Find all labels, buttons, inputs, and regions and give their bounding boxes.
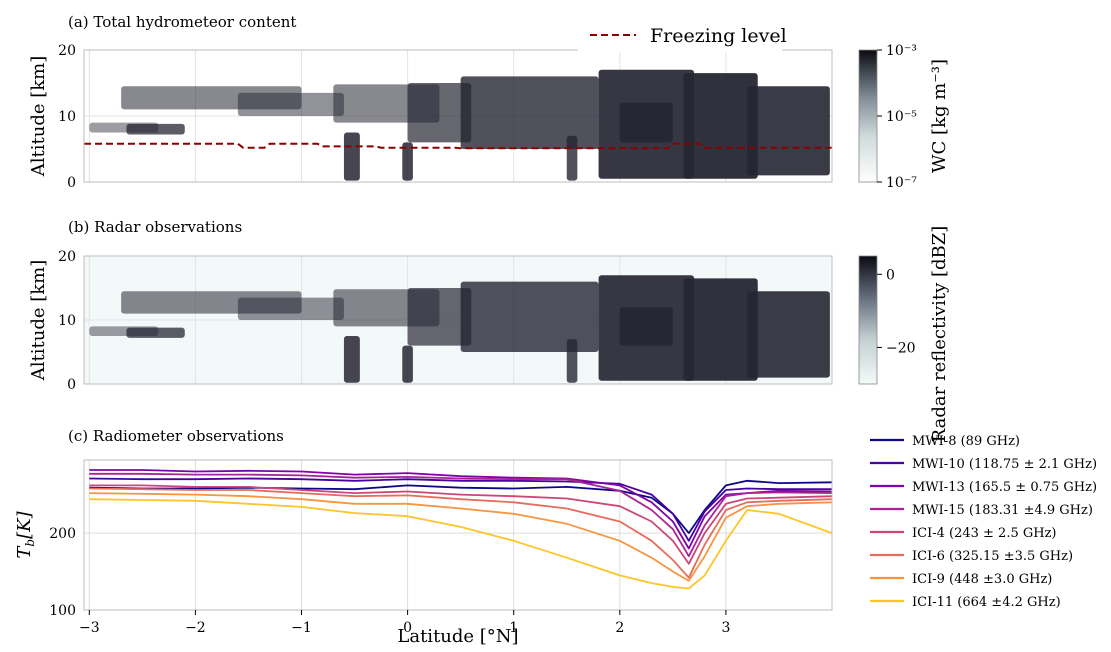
panel-b-cloud-cell	[747, 291, 830, 378]
wc-colorbar-ticks: 10⁻⁷ 10⁻⁵ 10⁻³	[877, 43, 917, 191]
freezing-legend-label: Freezing level	[650, 25, 787, 47]
radar-colorbar-ticks: −20 0	[877, 267, 916, 356]
legend-label-7: ICI-9 (448 ±3.0 GHz)	[912, 572, 1052, 587]
panel-b-cloud-cell	[619, 307, 673, 346]
panel-b-y-tick-label: 0	[67, 377, 76, 393]
panel-b-cloud-cell	[402, 345, 413, 383]
panel-b-cloud-cell	[683, 278, 758, 381]
panel-b-y-tick-label: 20	[58, 249, 76, 265]
panel-b-cloud-cell	[237, 297, 344, 320]
panel-a: 0 10 20 Altitude [km]	[28, 43, 833, 191]
panel-c-x-tick-label: 0	[403, 620, 412, 636]
wc-colorbar-tick-label: 10⁻⁵	[886, 109, 917, 125]
legend-label-8: ICI-11 (664 ±4.2 GHz)	[912, 595, 1061, 610]
series-legend: MWI-8 (89 GHz) MWI-10 (118.75 ± 2.1 GHz) M…	[870, 434, 1097, 610]
radar-colorbar: −20 0 Radar reflectivity [dBZ]	[858, 226, 950, 443]
panel-a-y-ticks: 0 10 20	[58, 43, 76, 191]
panel-b-frame	[83, 255, 833, 385]
wc-colorbar: 10⁻⁷ 10⁻⁵ 10⁻³ WC [kg m⁻³]	[858, 43, 950, 191]
legend-label-2: MWI-10 (118.75 ± 2.1 GHz)	[912, 457, 1097, 472]
panel-b-reflectivity-field	[89, 275, 830, 383]
panel-c-y-tick-label: 200	[49, 526, 76, 542]
series-line-4	[89, 472, 833, 558]
radar-colorbar-gradient	[858, 255, 878, 385]
panel-c-x-tick-label: 3	[721, 620, 730, 636]
panel-b-y-ticks: 0 10 20	[58, 249, 76, 393]
panel-a-cloud-cell	[126, 123, 185, 135]
panel-c-x-tick-label: 1	[509, 620, 518, 636]
panel-c-series	[89, 469, 833, 590]
x-axis-label: Latitude [°N]	[397, 626, 518, 647]
panel-b-cloud-cell	[126, 327, 185, 338]
panel-b-y-tick-label: 10	[58, 313, 76, 329]
panel-a-cloud-cell	[407, 83, 472, 143]
tb-symbol: T	[14, 545, 35, 559]
panel-c-x-tick-label: −3	[79, 620, 100, 636]
radar-colorbar-label: Radar reflectivity [dBZ]	[929, 226, 950, 443]
panel-b-cloud-cell	[566, 339, 578, 383]
panel-c: 100 200 −3 −2 −1 0 1 2 3 Tb[K] Latitude [°N]	[14, 459, 833, 647]
tb-unit: [K]	[14, 510, 35, 538]
legend-label-3: MWI-13 (165.5 ± 0.75 GHz)	[912, 480, 1097, 495]
panel-a-cloud-cell	[237, 92, 344, 116]
series-line-5	[89, 484, 833, 565]
panel-a-cloud-cell	[343, 132, 360, 181]
panel-c-x-tick-label: −1	[291, 620, 312, 636]
radar-colorbar-tick-label: 0	[886, 267, 895, 283]
panel-b-cloud-cell	[407, 288, 472, 346]
legend-label-6: ICI-6 (325.15 ±3.5 GHz)	[912, 549, 1073, 564]
panel-a-y-tick-label: 10	[58, 109, 76, 125]
wc-colorbar-tick-label: 10⁻⁷	[886, 175, 917, 191]
panel-c-frame	[83, 459, 833, 611]
series-line-8	[89, 498, 833, 590]
panel-a-hydrometeor-field	[89, 69, 830, 181]
series-line-2	[89, 477, 832, 542]
panel-a-y-tick-label: 20	[58, 43, 76, 59]
wc-colorbar-tick-label: 10⁻³	[886, 43, 917, 59]
series-line-6	[89, 487, 833, 579]
panel-c-y-ticks: 100 200	[49, 526, 76, 619]
legend-label-4: MWI-15 (183.31 ±4.9 GHz)	[912, 503, 1093, 518]
freezing-legend: Freezing level	[578, 18, 787, 52]
panel-a-cloud-cell	[619, 102, 673, 143]
panel-a-cloud-cell	[683, 73, 758, 179]
panel-a-cloud-cell	[566, 135, 578, 181]
panel-c-x-tick-label: 2	[615, 620, 624, 636]
legend-label-1: MWI-8 (89 GHz)	[912, 434, 1020, 449]
panel-b-cloud-cell	[343, 336, 360, 383]
panel-c-y-tick-label: 100	[49, 603, 76, 619]
panel-a-title: (a) Total hydrometeor content	[68, 13, 296, 31]
panel-b-title: (b) Radar observations	[68, 218, 242, 236]
freezing-level-line	[84, 142, 832, 150]
panel-a-cloud-cell	[402, 142, 413, 181]
panel-a-frame	[83, 49, 833, 183]
tb-subscript: b	[23, 539, 37, 547]
panel-b: 0 10 20 Altitude [km]	[28, 249, 833, 393]
panel-c-title: (c) Radiometer observations	[68, 427, 284, 445]
panel-c-background	[84, 460, 832, 610]
panel-c-y-axis-label: Tb[K]	[14, 510, 37, 558]
panel-a-y-axis-label: Altitude [km]	[28, 56, 49, 178]
series-line-7	[89, 492, 833, 582]
panel-b-cloud-cell	[460, 281, 599, 352]
radar-colorbar-tick-label: −20	[886, 340, 916, 356]
panel-c-x-tick-label: −2	[185, 620, 206, 636]
legend-label-5: ICI-4 (243 ± 2.5 GHz)	[912, 526, 1057, 541]
panel-b-y-axis-label: Altitude [km]	[28, 260, 49, 382]
panel-a-y-tick-label: 0	[67, 175, 76, 191]
panel-c-x-ticks: −3 −2 −1 0 1 2 3	[79, 610, 730, 636]
wc-colorbar-gradient	[858, 49, 878, 183]
panel-a-cloud-cell	[460, 76, 599, 149]
wc-colorbar-label: WC [kg m⁻³]	[929, 59, 950, 173]
panel-a-cloud-cell	[747, 86, 830, 176]
